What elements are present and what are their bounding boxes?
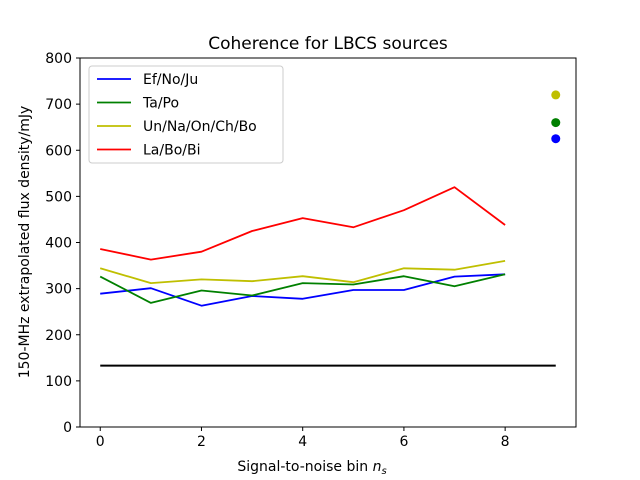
series-layer xyxy=(99,90,561,367)
legend-label-2: Un/Na/On/Ch/Bo xyxy=(143,119,257,135)
plot-frame xyxy=(79,57,577,428)
y-tick-label: 0 xyxy=(63,420,72,436)
x-tick-label: 2 xyxy=(197,434,206,450)
x-tick-label: 0 xyxy=(96,434,105,450)
x-tick-label: 4 xyxy=(298,434,307,450)
series-line-2 xyxy=(99,260,506,285)
x-axis-label-math: n xyxy=(373,459,382,475)
legend-label-1: Ta/Po xyxy=(142,96,179,112)
x-axis-label: Signal-to-noise bin ns xyxy=(237,459,386,477)
y-tick-label: 200 xyxy=(45,328,72,344)
y-tick-label: 100 xyxy=(45,374,72,390)
series-line-0 xyxy=(100,273,506,307)
x-axis-label-subscript: s xyxy=(381,466,386,477)
marker-point-0 xyxy=(551,90,561,100)
x-axis: 0 2 4 6 8 xyxy=(96,427,510,450)
legend-label-0: Ef/No/Ju xyxy=(143,72,198,88)
y-tick-label: 400 xyxy=(45,236,72,252)
x-tick-label: 6 xyxy=(399,434,408,450)
series-line-3 xyxy=(100,186,506,261)
y-tick-label: 800 xyxy=(45,51,72,67)
marker-point-1 xyxy=(551,118,561,128)
x-axis-label-text: Signal-to-noise bin xyxy=(237,459,368,475)
y-axis: 0 100 200 300 400 500 600 700 800 xyxy=(45,51,80,436)
y-axis-label: 150-MHz extrapolated flux density/mJy xyxy=(17,106,33,379)
series-line-1 xyxy=(99,273,506,304)
legend-box xyxy=(88,65,284,164)
legend-label-3: La/Bo/Bi xyxy=(143,143,200,159)
legend: Ef/No/Ju Ta/Po Un/Na/On/Ch/Bo La/Bo/Bi xyxy=(88,65,284,164)
x-tick-label: 8 xyxy=(501,434,510,450)
y-tick-label: 600 xyxy=(45,143,72,159)
marker-point-2 xyxy=(551,134,561,144)
y-tick-label: 700 xyxy=(45,97,72,113)
y-tick-label: 300 xyxy=(45,282,72,298)
chart-title: Coherence for LBCS sources xyxy=(208,34,448,54)
y-tick-label: 500 xyxy=(45,189,72,205)
